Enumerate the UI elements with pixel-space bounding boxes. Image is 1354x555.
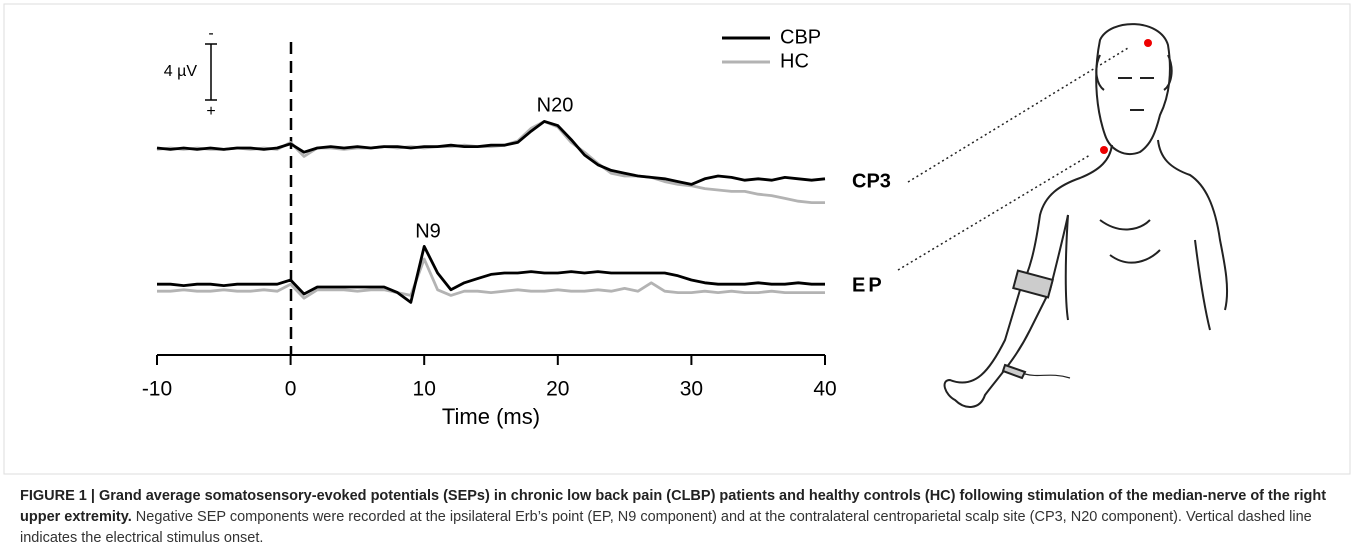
trace [156, 120, 825, 204]
channel-label: CP3 [852, 170, 891, 192]
annotation: N9 [415, 220, 441, 242]
caption-bold: FIGURE 1 | Grand average somatosensory-e… [20, 488, 1327, 525]
caption: FIGURE 1 | Grand average somatosensory-e… [20, 486, 1340, 549]
x-tick-label: 20 [546, 378, 569, 401]
x-tick-label: 0 [285, 378, 297, 401]
pointer-ep [897, 154, 1091, 271]
x-tick-label: 10 [413, 378, 436, 401]
scale-bottom: + [206, 103, 215, 120]
annotation: N20 [537, 94, 574, 116]
x-tick-label: 40 [813, 378, 836, 401]
frame [3, 3, 1351, 475]
chart: -10 0 10 20 30 40 Time (ms) 4 µV - + CP3 EP N20 N9 CBP… [3, 3, 1351, 475]
scale-top: - [208, 25, 213, 42]
trace [157, 245, 825, 304]
trace [157, 257, 825, 300]
x-axis-label: Time (ms) [442, 404, 540, 429]
trace [156, 120, 826, 186]
caption-text: Negative SEP components were recorded at… [20, 509, 1312, 546]
legend-label: HC [780, 50, 809, 72]
x-tick-label: 30 [680, 378, 703, 401]
channel-label: EP [852, 274, 885, 296]
legend-label: CBP [780, 26, 821, 48]
electrode-cp3 [1144, 39, 1152, 47]
x-tick-label: -10 [142, 378, 172, 401]
body-illustration [943, 23, 1229, 408]
scale-label: 4 µV [164, 63, 198, 80]
pointer-cp3 [907, 47, 1129, 183]
electrode-ep [1100, 146, 1108, 154]
